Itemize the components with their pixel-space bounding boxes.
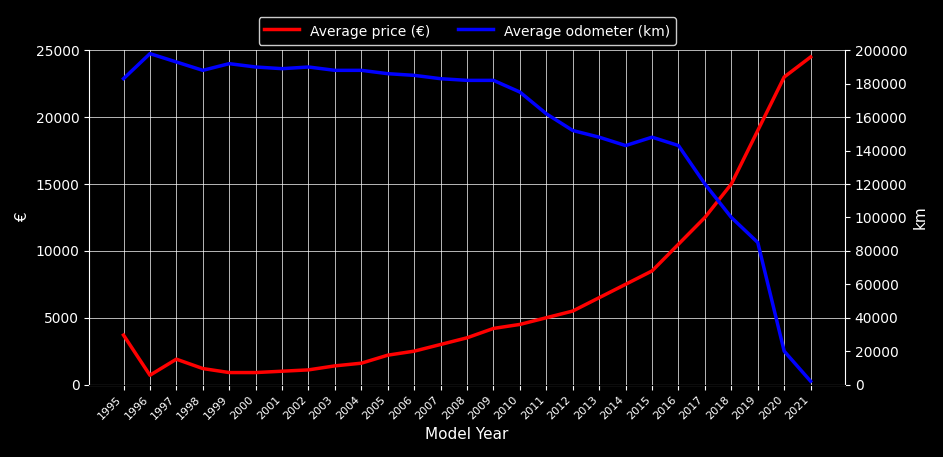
Average price (€)	[540, 315, 552, 320]
Average odometer (km)	[197, 68, 208, 73]
Average odometer (km)	[620, 143, 631, 149]
Average odometer (km)	[303, 64, 314, 70]
Average odometer (km)	[118, 76, 129, 81]
Average odometer (km)	[567, 128, 578, 133]
Average price (€)	[567, 308, 578, 314]
Average odometer (km)	[488, 78, 499, 83]
Legend: Average price (€), Average odometer (km): Average price (€), Average odometer (km)	[258, 17, 675, 45]
Average odometer (km)	[250, 64, 261, 70]
Average odometer (km)	[779, 348, 790, 354]
X-axis label: Model Year: Model Year	[425, 427, 509, 442]
Average price (€)	[726, 181, 737, 187]
Average odometer (km)	[461, 78, 472, 83]
Line: Average odometer (km): Average odometer (km)	[124, 53, 811, 381]
Average odometer (km)	[672, 143, 684, 149]
Average price (€)	[250, 370, 261, 375]
Average price (€)	[672, 241, 684, 247]
Average price (€)	[382, 352, 393, 358]
Line: Average price (€): Average price (€)	[124, 57, 811, 375]
Average odometer (km)	[593, 134, 604, 140]
Average price (€)	[118, 332, 129, 338]
Average price (€)	[700, 215, 711, 220]
Average price (€)	[356, 361, 367, 366]
Average price (€)	[171, 356, 182, 362]
Average price (€)	[753, 128, 764, 133]
Average odometer (km)	[356, 68, 367, 73]
Average price (€)	[408, 348, 420, 354]
Average price (€)	[303, 367, 314, 372]
Average price (€)	[805, 54, 817, 60]
Y-axis label: €: €	[15, 213, 30, 222]
Average odometer (km)	[144, 51, 156, 56]
Average price (€)	[593, 295, 604, 300]
Average odometer (km)	[408, 73, 420, 78]
Y-axis label: km: km	[913, 206, 928, 229]
Average odometer (km)	[171, 59, 182, 65]
Average odometer (km)	[329, 68, 340, 73]
Average odometer (km)	[223, 61, 235, 66]
Average odometer (km)	[726, 215, 737, 220]
Average odometer (km)	[514, 89, 525, 95]
Average price (€)	[197, 366, 208, 371]
Average odometer (km)	[276, 66, 288, 71]
Average odometer (km)	[540, 111, 552, 117]
Average odometer (km)	[805, 378, 817, 384]
Average price (€)	[620, 282, 631, 287]
Average odometer (km)	[382, 71, 393, 76]
Average price (€)	[779, 74, 790, 80]
Average odometer (km)	[700, 181, 711, 187]
Average price (€)	[514, 322, 525, 327]
Average price (€)	[461, 335, 472, 340]
Average price (€)	[223, 370, 235, 375]
Average price (€)	[329, 363, 340, 369]
Average price (€)	[646, 268, 657, 274]
Average odometer (km)	[435, 76, 446, 81]
Average price (€)	[144, 372, 156, 378]
Average price (€)	[435, 342, 446, 347]
Average odometer (km)	[646, 134, 657, 140]
Average price (€)	[276, 368, 288, 374]
Average odometer (km)	[753, 240, 764, 245]
Average price (€)	[488, 326, 499, 331]
